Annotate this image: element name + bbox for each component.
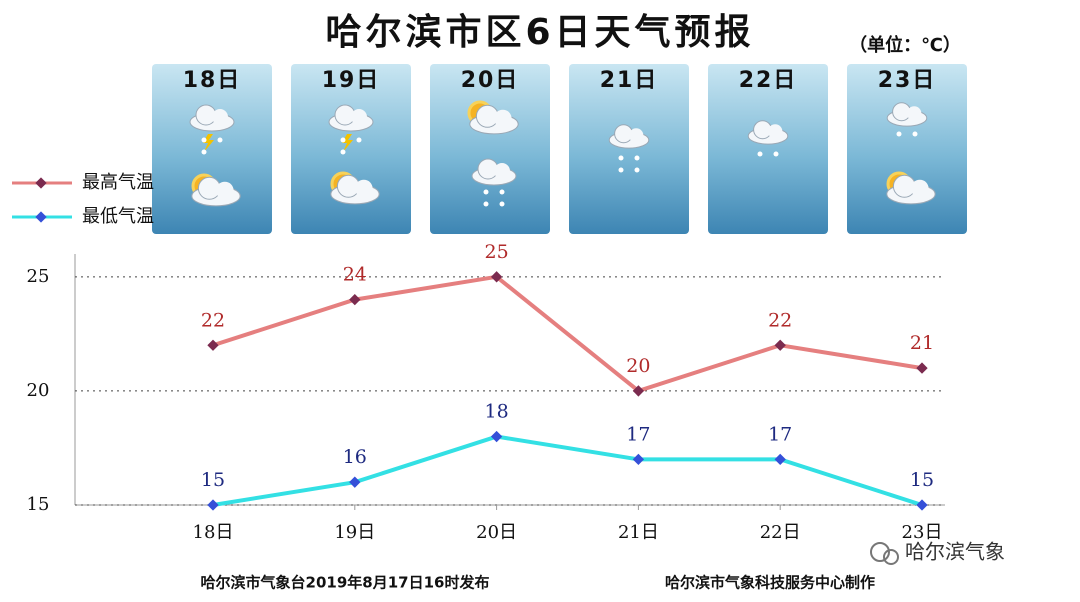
unit-label: （单位：℃）: [849, 34, 961, 56]
drop: [340, 149, 346, 155]
value-label: 16: [343, 446, 367, 468]
value-label: 15: [910, 469, 934, 491]
drop: [912, 131, 918, 137]
value-label: 24: [343, 264, 367, 286]
x-tick-label: 21日: [618, 522, 659, 543]
cloud: [629, 128, 644, 143]
series-line: [212, 434, 923, 507]
x-tick-label: 19日: [334, 522, 375, 543]
x-tick-label: 20日: [476, 522, 517, 543]
point-marker: [774, 453, 786, 466]
day-card: 21日: [569, 64, 689, 234]
card-day: 23日: [878, 68, 937, 93]
y-tick-label: 20: [27, 380, 50, 401]
drop: [201, 137, 207, 143]
drop: [634, 167, 640, 173]
y-tick-label: 15: [27, 494, 50, 515]
card-bg: [708, 64, 828, 234]
drop: [499, 189, 505, 195]
card-bg: [569, 64, 689, 234]
card-day: 19日: [322, 68, 381, 93]
drop: [618, 155, 624, 161]
day-card: 22日: [708, 64, 828, 234]
drop: [340, 137, 346, 143]
x-tick-label: 18日: [193, 522, 234, 543]
cloud: [355, 179, 373, 198]
cloud: [216, 181, 234, 200]
day-card: 20日: [430, 64, 550, 234]
drop: [201, 149, 207, 155]
point-marker: [490, 271, 503, 283]
point-marker: [349, 293, 361, 306]
drop: [356, 137, 362, 143]
card-bg: [291, 64, 411, 234]
drop: [773, 151, 779, 157]
value-label: 17: [768, 423, 792, 445]
drop: [499, 201, 505, 207]
card-day: 18日: [183, 68, 242, 93]
drop: [618, 167, 624, 173]
point-marker: [207, 499, 219, 511]
x-tick-label: 22日: [760, 522, 801, 543]
card-day: 22日: [739, 68, 798, 93]
legend-marker: [35, 177, 47, 189]
watermark-icon: [870, 542, 899, 565]
watermark: 哈尔滨气象: [905, 540, 1005, 564]
value-label: 21: [910, 332, 934, 354]
cloud: [494, 163, 510, 179]
chart-title: 哈尔滨市区6日天气预报: [325, 12, 754, 53]
cloud: [494, 109, 512, 128]
value-label: 17: [626, 423, 650, 445]
day-card: 18日: [152, 64, 272, 234]
card-day: 21日: [600, 68, 659, 93]
drop: [896, 131, 902, 137]
cloud: [351, 109, 367, 125]
value-label: 15: [201, 469, 225, 491]
drop: [217, 137, 223, 143]
point-marker: [632, 453, 645, 466]
cloud: [907, 106, 922, 121]
day-card: 23日: [847, 64, 967, 234]
value-label: 25: [485, 241, 509, 263]
footer-left: 哈尔滨市气象台2019年8月17日16时发布: [201, 574, 490, 592]
drop: [483, 189, 489, 195]
point-marker: [349, 476, 361, 488]
cloud: [911, 179, 929, 198]
drop: [757, 151, 763, 157]
point-marker: [632, 385, 645, 397]
value-label: 20: [626, 355, 650, 377]
value-label: 22: [201, 309, 225, 331]
drop: [483, 201, 489, 207]
day-card: 19日: [291, 64, 411, 234]
legend-marker: [35, 211, 47, 223]
x-tick-label: 23日: [902, 522, 943, 543]
card-day: 20日: [461, 68, 520, 93]
point-marker: [490, 430, 503, 443]
footer-right: 哈尔滨市气象科技服务中心制作: [665, 574, 875, 592]
legend-label: 最高气温: [82, 172, 154, 193]
drop: [634, 155, 640, 161]
card-bg: [430, 64, 550, 234]
point-marker: [916, 362, 928, 374]
cloud: [768, 124, 783, 139]
cloud: [212, 109, 228, 125]
value-label: 22: [768, 309, 792, 331]
point-marker: [207, 339, 219, 351]
card-bg: [152, 64, 272, 234]
value-label: 18: [485, 401, 509, 423]
y-tick-label: 25: [27, 266, 50, 287]
card-bg: [847, 64, 967, 234]
point-marker: [916, 499, 928, 511]
legend-label: 最低气温: [82, 206, 154, 227]
series-line: [212, 274, 923, 394]
point-marker: [774, 339, 786, 351]
